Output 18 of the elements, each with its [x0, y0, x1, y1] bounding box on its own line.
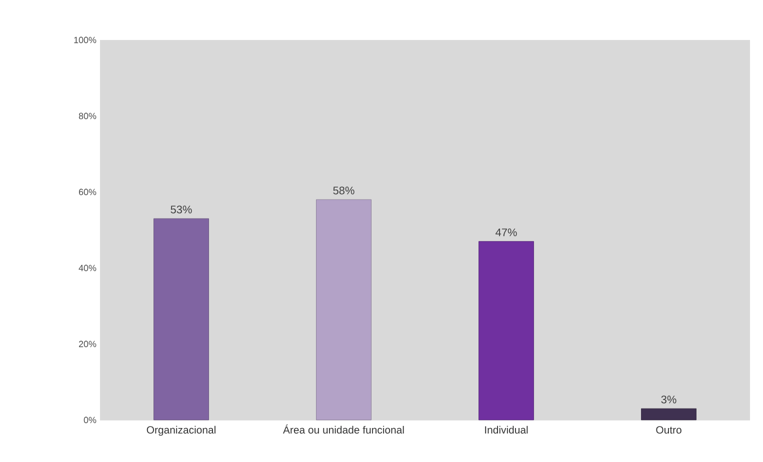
data-label: 53%	[170, 206, 192, 214]
x-tick-label: Organizacional	[146, 426, 216, 436]
x-tick-label: Outro	[656, 426, 682, 434]
data-label: 47%	[496, 228, 517, 236]
x-tick-label: Individual	[485, 426, 528, 434]
y-tick-label: 20%	[78, 340, 96, 348]
data-label: 58%	[333, 186, 354, 194]
y-tick-label: 80%	[78, 112, 96, 120]
bar	[154, 218, 209, 420]
bar	[478, 241, 534, 420]
y-tick-label: 0%	[84, 416, 96, 424]
y-tick-label: 40%	[78, 264, 96, 272]
x-tick-label: Área ou unidade funcional	[282, 424, 404, 434]
bar	[316, 199, 372, 420]
y-tick-label: 60%	[78, 188, 96, 196]
bar	[641, 408, 696, 420]
y-tick-label: 100%	[74, 36, 96, 44]
data-label: 3%	[661, 396, 676, 404]
